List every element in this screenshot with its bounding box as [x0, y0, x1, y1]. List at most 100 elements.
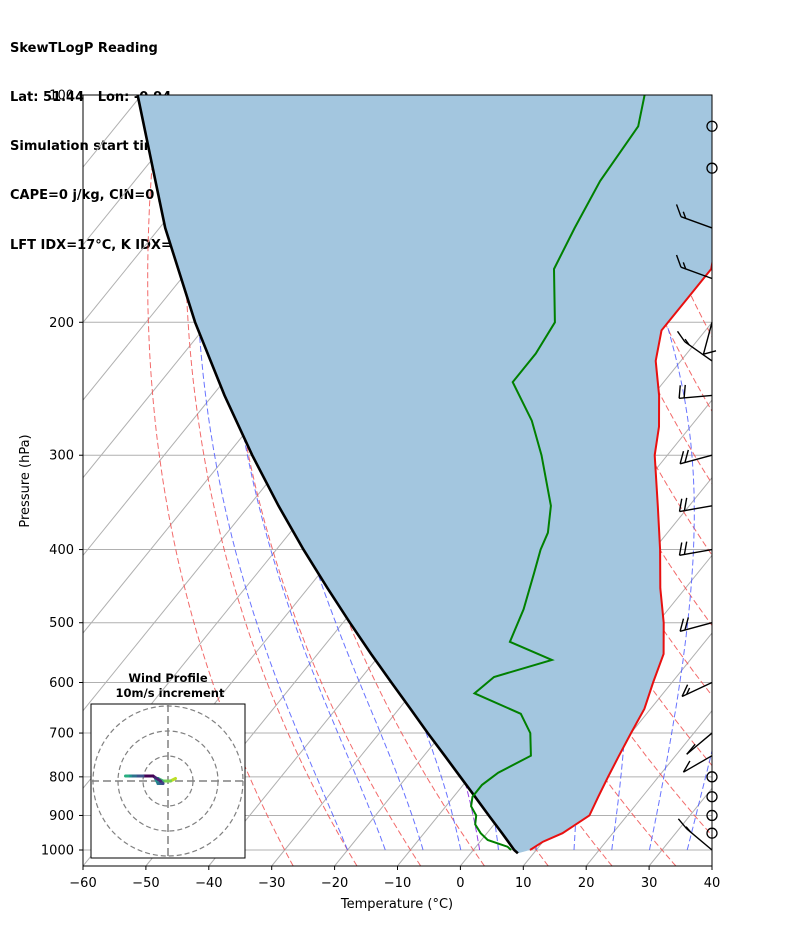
barb-flag [681, 684, 689, 697]
wind-barb [682, 755, 713, 773]
hodograph-subtitle: 10m/s increment [116, 686, 225, 700]
x-tick-label: −10 [384, 876, 411, 891]
y-tick-label: 400 [49, 543, 74, 558]
barb-flag [675, 254, 682, 268]
temperature-line [529, 258, 712, 851]
isotherm-line [0, 95, 79, 866]
x-tick-label: 30 [641, 876, 658, 891]
barb-staff [679, 622, 713, 632]
barb-flag [682, 760, 691, 773]
y-tick-label: 200 [49, 316, 74, 331]
barb-flag [683, 497, 688, 511]
barb-staff [684, 341, 713, 362]
barb-flag [683, 541, 688, 555]
barb-flag [683, 384, 686, 398]
barb-staff [702, 322, 713, 355]
wind-barb [686, 732, 713, 755]
dry-adiabat [745, 95, 794, 866]
barb-staff [686, 828, 713, 851]
barb-half-flag [682, 262, 687, 270]
barb-flag [677, 818, 688, 830]
wind-barb [677, 818, 713, 851]
moist-adiabat [597, 95, 695, 851]
hodograph-plot [91, 704, 245, 858]
y-tick-label: 900 [49, 809, 74, 824]
x-tick-label: −60 [69, 876, 96, 891]
barb-half-flag [685, 687, 691, 695]
dry-adiabat [778, 95, 794, 866]
y-tick-label: 600 [49, 676, 74, 691]
barb-flag [676, 330, 686, 343]
barb-staff [686, 732, 713, 755]
wind-barb [681, 681, 713, 698]
cape-shade-area [137, 95, 712, 854]
y-tick-label: 1000 [41, 844, 74, 859]
barb-flag [684, 449, 689, 463]
calm-wind-circle [706, 120, 718, 132]
isotherm-line [0, 95, 16, 866]
calm-wind-circle [706, 791, 718, 803]
x-tick-label: 20 [578, 876, 595, 891]
barb-flag [684, 617, 689, 631]
barb-staff [683, 755, 713, 773]
y-tick-label: 800 [49, 770, 74, 785]
barb-flag [686, 743, 696, 755]
calm-wind-circle [706, 809, 718, 822]
barb-staff [680, 266, 713, 280]
x-tick-label: 40 [704, 876, 721, 891]
dry-adiabat [549, 95, 712, 485]
y-tick-label: 500 [49, 616, 74, 631]
y-tick-label: 100 [49, 89, 74, 104]
x-tick-label: −30 [258, 876, 285, 891]
parcel-line [136, 95, 519, 855]
cape-shading [137, 95, 712, 854]
x-tick-label: 0 [456, 876, 464, 891]
isotherm-line [711, 865, 712, 866]
barb-flag [678, 385, 681, 399]
barb-flag [675, 204, 682, 217]
wind-barb [675, 254, 713, 280]
profile-lines [136, 95, 712, 855]
wind-barb [678, 384, 713, 400]
dry-adiabat [184, 95, 358, 866]
moist-adiabat [195, 95, 349, 851]
wind-barb [702, 322, 717, 355]
barb-flag [678, 542, 683, 556]
hodograph-title: Wind Profile [128, 671, 208, 685]
wind-barbs [675, 120, 718, 851]
wind-barb [679, 449, 713, 465]
y-axis-label: Pressure (hPa) [18, 434, 33, 527]
wind-barb [676, 330, 713, 362]
barb-flag [703, 350, 717, 355]
barb-half-flag [682, 211, 687, 219]
y-tick-label: 300 [49, 449, 74, 464]
hodograph-segment [151, 774, 162, 783]
isotherm-line [775, 95, 794, 866]
barb-staff [680, 216, 713, 229]
barb-staff [679, 454, 713, 465]
wind-barb [678, 541, 713, 556]
y-tick-label: 700 [49, 727, 74, 742]
barb-flag [678, 498, 683, 512]
barb-flag [679, 451, 685, 464]
calm-wind-circle [706, 771, 718, 783]
wind-barb [678, 497, 713, 513]
x-axis-label: Temperature (°C) [340, 897, 453, 912]
moist-adiabat [725, 95, 794, 850]
barb-half-flag [684, 338, 690, 346]
calm-wind-circle [706, 162, 718, 174]
dewpoint-line [470, 95, 646, 851]
moist-adiabat [686, 748, 712, 851]
wind-barb [675, 204, 713, 229]
dry-adiabat [582, 95, 712, 413]
dry-adiabat [713, 95, 794, 866]
x-tick-label: −40 [195, 876, 222, 891]
isotherm-line [585, 709, 712, 866]
x-tick-label: −50 [132, 876, 159, 891]
isotherm-line [83, 95, 205, 246]
chart-title: SkewTLogP Reading [10, 40, 158, 56]
x-tick-label: 10 [515, 876, 532, 891]
